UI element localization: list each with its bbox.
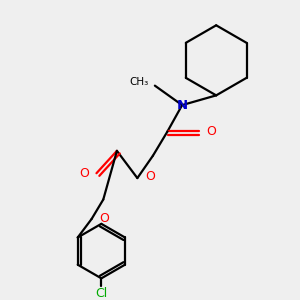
Text: O: O	[206, 125, 216, 138]
Text: CH₃: CH₃	[130, 77, 149, 87]
Text: O: O	[145, 169, 155, 183]
Text: O: O	[79, 167, 89, 180]
Text: N: N	[177, 99, 188, 112]
Text: O: O	[99, 212, 109, 226]
Text: Cl: Cl	[95, 287, 107, 300]
